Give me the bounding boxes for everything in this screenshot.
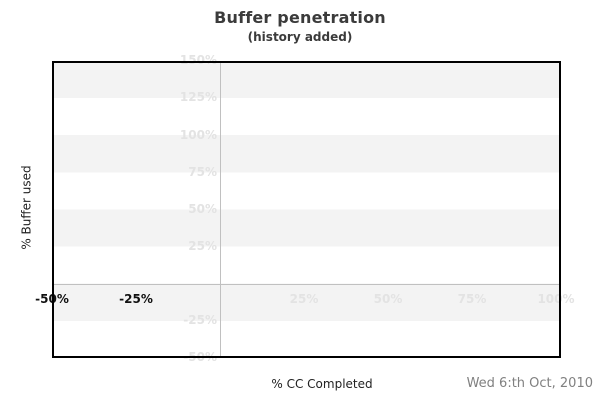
- y-tick-label: 125%: [179, 90, 217, 105]
- y-tick-label: -50%: [183, 350, 217, 365]
- x-tick-label: 25%: [289, 292, 319, 306]
- footer-date: Wed 6:th Oct, 2010: [466, 376, 593, 391]
- y-tick-label: 150%: [179, 53, 217, 68]
- y-tick-label: 75%: [188, 164, 217, 179]
- y-tick-label: 50%: [188, 201, 217, 216]
- chart-title: Buffer penetration: [214, 8, 386, 27]
- plot-area: [52, 61, 561, 358]
- y-zero-gridline: [52, 284, 561, 285]
- y-tick-label: 100%: [179, 127, 217, 142]
- x-axis-title: % CC Completed: [271, 377, 373, 391]
- x-tick-label: -25%: [119, 292, 153, 306]
- chart-subtitle: (history added): [247, 30, 353, 44]
- x-zero-gridline: [220, 61, 221, 358]
- y-axis-title: % Buffer used: [19, 165, 34, 250]
- x-tick-label: -50%: [35, 292, 69, 306]
- y-tick-label: -25%: [183, 313, 217, 328]
- y-tick-label: 25%: [188, 238, 217, 253]
- x-tick-label: 75%: [457, 292, 487, 306]
- x-tick-label: 100%: [537, 292, 575, 306]
- x-tick-label: 50%: [373, 292, 403, 306]
